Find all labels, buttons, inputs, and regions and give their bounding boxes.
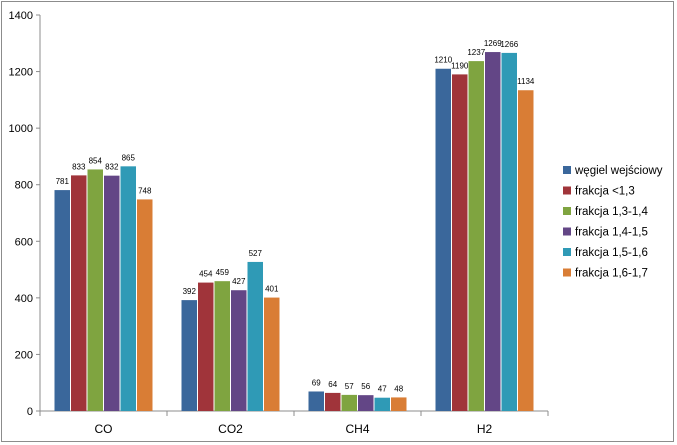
bar-value-label: 1134 (517, 77, 535, 86)
bar-value-label: 69 (312, 378, 321, 387)
bar (325, 392, 341, 411)
legend-label: frakcja 1,3-1,4 (575, 206, 648, 218)
bar-value-label: 401 (265, 285, 279, 294)
bar (435, 68, 451, 411)
bar (214, 281, 230, 411)
y-tick-label: 200 (15, 349, 33, 361)
legend-swatch (563, 166, 571, 174)
chart-legend: węgiel wejściowy frakcja <1,3 frakcja 1,3-… (563, 165, 663, 280)
bar (358, 395, 374, 411)
bar-value-label: 1266 (500, 40, 518, 49)
y-tick-label: 0 (27, 406, 33, 418)
bar-value-label: 427 (232, 277, 246, 286)
bar-value-label: 1210 (434, 56, 452, 65)
legend-label: frakcja <1,3 (575, 186, 635, 198)
legend-item: frakcja 1,6-1,7 (563, 268, 648, 280)
legend-item: frakcja <1,3 (563, 186, 635, 198)
legend-swatch (563, 186, 571, 195)
bar (87, 169, 103, 411)
bar-value-label: 57 (345, 382, 354, 391)
legend-item: węgiel wejściowy (563, 165, 663, 177)
legend-label: frakcja 1,5-1,6 (575, 247, 648, 259)
bar-value-label: 48 (394, 384, 403, 393)
legend-item: frakcja 1,5-1,6 (563, 247, 648, 259)
bar-value-label: 56 (361, 382, 370, 391)
chart-bars (54, 52, 534, 412)
bar (308, 391, 324, 411)
bar-value-label: 1237 (467, 48, 485, 57)
bar-value-label: 833 (72, 162, 86, 171)
bar-value-label: 64 (328, 380, 337, 389)
bar (71, 175, 87, 411)
x-category-label: CO2 (218, 422, 243, 436)
bar (231, 290, 247, 411)
y-tick-label: 1200 (9, 67, 33, 79)
bar-value-label: 459 (216, 268, 230, 277)
bar (485, 52, 501, 411)
x-category-label: CO (95, 422, 113, 436)
bar (247, 261, 263, 411)
legend-label: węgiel wejściowy (574, 165, 663, 177)
y-tick-label: 600 (15, 236, 33, 248)
bar (518, 90, 534, 412)
bar (137, 199, 153, 411)
bar (374, 397, 390, 411)
legend-item: frakcja 1,4-1,5 (563, 227, 648, 239)
y-tick-label: 1000 (9, 123, 33, 135)
y-tick-label: 1400 (9, 10, 33, 22)
bar (341, 394, 357, 411)
legend-item: frakcja 1,3-1,4 (563, 206, 648, 218)
legend-label: frakcja 1,4-1,5 (575, 227, 648, 239)
bar-value-label: 832 (105, 163, 119, 172)
bar-value-label: 865 (122, 153, 136, 162)
bar-value-label: 527 (249, 249, 263, 258)
bar (54, 190, 70, 411)
bar-value-label: 1269 (484, 39, 502, 48)
legend-swatch (563, 227, 571, 236)
bar (452, 74, 468, 412)
bar-value-label: 781 (56, 177, 70, 186)
bar-value-label: 454 (199, 270, 213, 279)
y-tick-label: 400 (15, 293, 33, 305)
x-category-label: CH4 (345, 422, 369, 436)
legend-swatch (563, 207, 571, 215)
bar (120, 166, 136, 411)
x-category-label: H2 (477, 422, 493, 436)
y-tick-label: 800 (15, 180, 33, 192)
bar (264, 297, 280, 411)
bar (468, 61, 484, 411)
legend-swatch (563, 248, 571, 256)
bar (391, 397, 407, 411)
bar-value-label: 392 (183, 287, 197, 296)
legend-swatch (563, 268, 571, 277)
bar (501, 52, 517, 411)
bar (181, 300, 197, 411)
bar-value-label: 748 (138, 186, 152, 195)
bar-value-label: 1190 (451, 61, 469, 70)
bar-value-label: 854 (89, 156, 103, 165)
legend-label: frakcja 1,6-1,7 (575, 268, 648, 280)
bar-value-label: 47 (378, 385, 387, 394)
bar (198, 282, 214, 411)
bar (104, 175, 120, 411)
